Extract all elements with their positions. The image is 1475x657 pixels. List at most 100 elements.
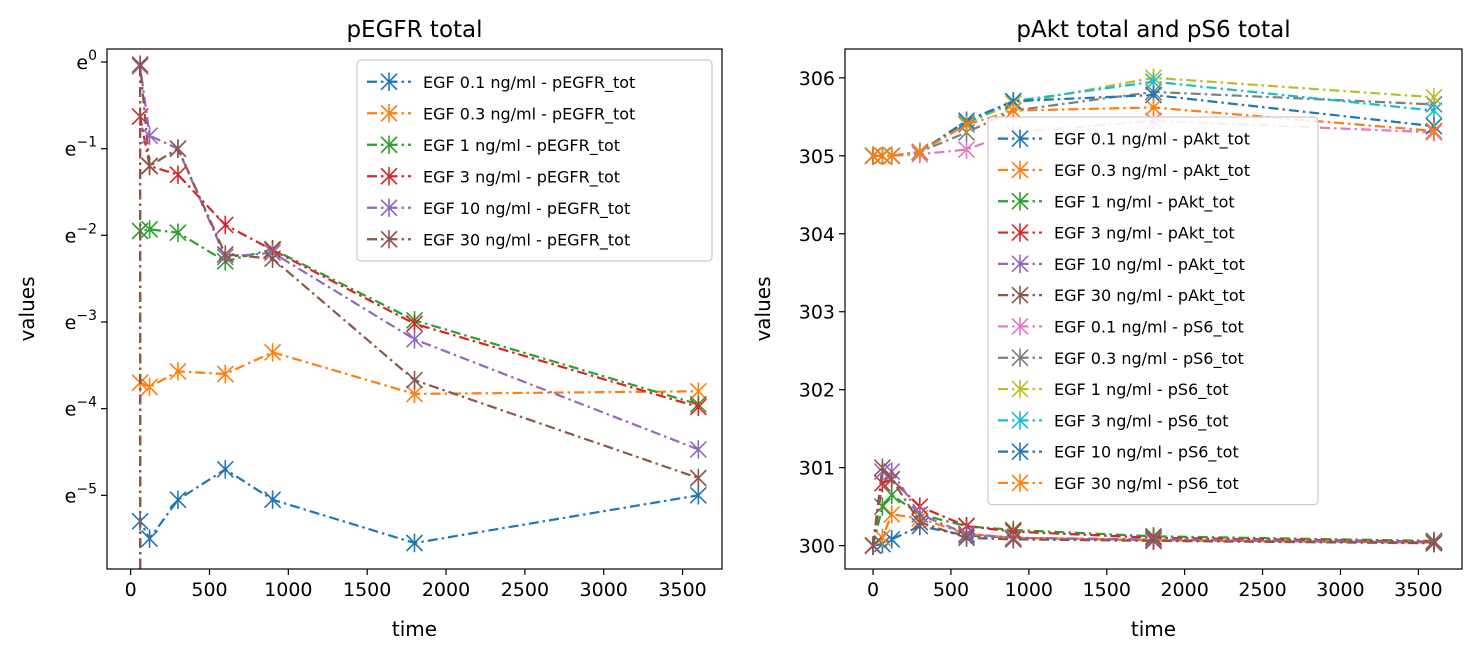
- legend-item: EGF 1 ng/ml - pAkt_tot: [998, 192, 1235, 212]
- legend: EGF 0.1 ng/ml - pEGFR_tot EGF 0.3 ng/ml -…: [356, 59, 713, 262]
- x-tick-label: 500: [191, 579, 227, 601]
- x-axis-label: time: [1131, 617, 1176, 641]
- series-1: [131, 343, 707, 569]
- data-point: [689, 440, 707, 459]
- series-line: [873, 80, 1435, 157]
- axes-frame: [844, 48, 1463, 570]
- legend-label: EGF 1 ng/ml - pS6_tot: [1054, 380, 1229, 400]
- data-point: [689, 486, 707, 505]
- legend-label: EGF 30 ng/ml - pAkt_tot: [1054, 286, 1245, 306]
- series-line: [139, 467, 699, 569]
- data-point: [216, 460, 234, 479]
- data-point: [169, 223, 187, 242]
- x-tick-label: 0: [125, 579, 137, 601]
- series-0: [131, 460, 707, 569]
- series-line: [873, 106, 1435, 157]
- legend-label: EGF 1 ng/ml - pEGFR_tot: [423, 136, 620, 156]
- axes-frame: [106, 48, 723, 570]
- legend-label: EGF 0.1 ng/ml - pS6_tot: [1054, 317, 1244, 337]
- data-point: [689, 468, 707, 488]
- data-point: [957, 528, 976, 548]
- legend-label: EGF 0.3 ng/ml - pS6_tot: [1054, 349, 1244, 369]
- legend-label: EGF 0.3 ng/ml - pEGFR_tot: [423, 104, 635, 124]
- series-line: [873, 93, 1435, 157]
- series-line: [872, 513, 1435, 547]
- data-point: [405, 314, 424, 333]
- data-point: [216, 215, 234, 235]
- legend: EGF 0.1 ng/ml - pAkt_tot EGF 0.3 ng/ml - …: [987, 116, 1319, 506]
- x-tick-label: 500: [933, 579, 969, 601]
- legend-box: [356, 59, 713, 262]
- data-point: [216, 364, 234, 384]
- data-point: [169, 490, 187, 509]
- y-axis-label: values: [751, 276, 775, 341]
- chart-title: pAkt total and pS6 total: [1016, 17, 1290, 43]
- legend-item: EGF 0.3 ng/ml - pS6_tot: [998, 348, 1244, 369]
- data-point: [1425, 101, 1443, 120]
- legend-item: EGF 0.1 ng/ml - pS6_tot: [998, 317, 1244, 337]
- x-tick-label: 2500: [1238, 579, 1286, 601]
- data-point: [169, 165, 187, 184]
- y-tick-label: e0: [76, 48, 97, 74]
- data-point: [873, 458, 891, 477]
- legend-label: EGF 0.1 ng/ml - pEGFR_tot: [423, 73, 635, 93]
- data-point: [264, 343, 282, 362]
- series-line: [871, 464, 1435, 546]
- legend-item: EGF 0.3 ng/ml - pEGFR_tot: [367, 104, 635, 124]
- legend-label: EGF 0.1 ng/ml - pAkt_tot: [1054, 130, 1250, 150]
- legend-item: EGF 10 ng/ml - pAkt_tot: [998, 254, 1245, 275]
- legend-item: EGF 0.1 ng/ml - pAkt_tot: [998, 129, 1250, 150]
- data-point: [1144, 98, 1163, 117]
- data-point: [1144, 531, 1163, 551]
- data-point: [1004, 530, 1022, 549]
- y-tick-label: e−5: [65, 481, 97, 507]
- data-point: [141, 126, 159, 145]
- series-line: [139, 116, 699, 569]
- data-point: [141, 377, 159, 397]
- y-tick-label: e−1: [65, 135, 97, 161]
- x-tick-label: 3500: [658, 579, 706, 601]
- data-point: [689, 397, 707, 417]
- x-axis-label: time: [392, 617, 437, 641]
- data-point: [864, 146, 882, 166]
- chart-title: pEGFR total: [346, 17, 482, 43]
- x-tick-label: 2500: [501, 579, 549, 601]
- x-tick-label: 3500: [1394, 579, 1442, 601]
- y-axis-label: values: [15, 276, 39, 341]
- data-point: [911, 142, 929, 162]
- data-point: [405, 330, 424, 349]
- data-point: [131, 55, 149, 74]
- data-point: [141, 156, 159, 176]
- legend-label: EGF 3 ng/ml - pS6_tot: [1054, 411, 1229, 431]
- legend-item: EGF 0.3 ng/ml - pAkt_tot: [998, 160, 1250, 181]
- data-point: [264, 490, 282, 509]
- data-point: [169, 139, 187, 158]
- y-tick-label: 300: [799, 536, 835, 558]
- legend-item: EGF 3 ng/ml - pS6_tot: [998, 411, 1229, 431]
- legend-item: EGF 30 ng/ml - pS6_tot: [998, 473, 1239, 494]
- data-point: [883, 470, 901, 489]
- data-point: [957, 140, 976, 159]
- y-tick-label: 305: [799, 146, 835, 168]
- legend-label: EGF 0.3 ng/ml - pAkt_tot: [1054, 161, 1250, 181]
- series-2: [131, 220, 707, 569]
- series-5: [131, 55, 707, 569]
- legend-label: EGF 3 ng/ml - pEGFR_tot: [423, 167, 620, 187]
- y-tick-label: e−4: [65, 395, 97, 421]
- x-tick-label: 1000: [264, 579, 312, 601]
- data-point: [264, 249, 282, 268]
- legend-item: EGF 3 ng/ml - pAkt_tot: [998, 223, 1235, 244]
- data-point: [864, 536, 882, 555]
- legend-label: EGF 10 ng/ml - pS6_tot: [1054, 443, 1239, 463]
- legend-label: EGF 10 ng/ml - pEGFR_tot: [423, 199, 630, 219]
- series-line: [139, 64, 699, 569]
- data-point: [169, 362, 187, 381]
- x-tick-label: 2000: [1160, 579, 1208, 601]
- legend-box: [987, 116, 1319, 506]
- x-tick-label: 1500: [343, 579, 391, 601]
- x-tick-label: 0: [867, 579, 879, 601]
- y-tick-label: e−2: [65, 221, 97, 247]
- legend-item: EGF 10 ng/ml - pS6_tot: [998, 442, 1239, 463]
- data-point: [141, 220, 159, 239]
- legend-item: EGF 1 ng/ml - pS6_tot: [998, 379, 1229, 400]
